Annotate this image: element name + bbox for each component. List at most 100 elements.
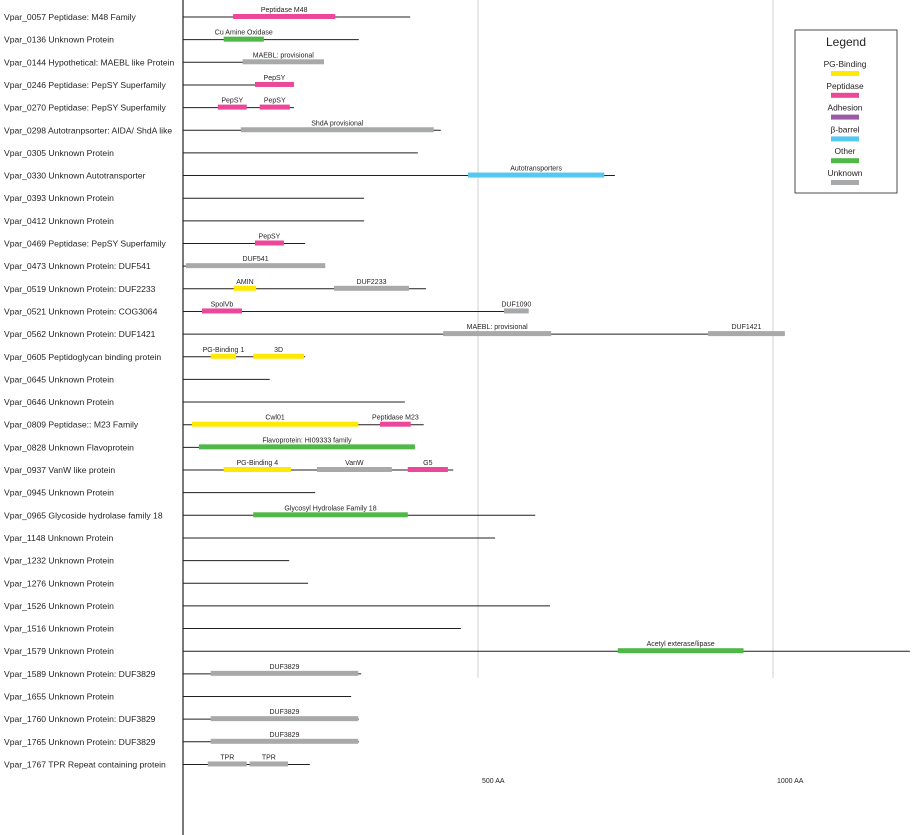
legend-swatch bbox=[831, 158, 859, 164]
legend-item-label: β-barrel bbox=[830, 124, 859, 134]
protein-row: Vpar_0270 Peptidase: PepSY Superfamily Pe… bbox=[4, 98, 294, 113]
protein-row: Vpar_0412 Unknown Protein bbox=[4, 216, 365, 226]
protein-label: Vpar_1526 Unknown Protein bbox=[4, 601, 114, 611]
domain-label: Cu Amine Oxidase bbox=[215, 30, 273, 37]
legend-item-label: Adhesion bbox=[828, 103, 863, 113]
domain-bar bbox=[253, 353, 304, 359]
domain-bar bbox=[503, 308, 529, 314]
domain-label: DUF2233 bbox=[357, 279, 387, 286]
protein-label: Vpar_1516 Unknown Protein bbox=[4, 624, 114, 634]
legend-title: Legend bbox=[826, 35, 866, 49]
protein-row: Vpar_0393 Unknown Protein bbox=[4, 193, 365, 203]
protein-row: Vpar_0965 Glycoside hydrolase family 18 G… bbox=[4, 505, 536, 520]
legend-item-label: Peptidase bbox=[826, 81, 864, 91]
domain-label: PG-Binding 4 bbox=[237, 460, 279, 467]
protein-label: Vpar_0945 Unknown Protein bbox=[4, 488, 114, 498]
domain-label: DUF3829 bbox=[269, 732, 299, 739]
legend-swatch bbox=[831, 136, 859, 142]
domain-bar bbox=[223, 467, 291, 472]
protein-label: Vpar_0330 Unknown Autotransporter bbox=[4, 171, 146, 181]
protein-row: Vpar_0519 Unknown Protein: DUF2233 AMIN DU… bbox=[4, 279, 427, 294]
protein-label: Vpar_0305 Unknown Protein bbox=[4, 148, 114, 158]
protein-row: Vpar_1148 Unknown Protein bbox=[4, 533, 496, 543]
legend-swatch bbox=[831, 92, 859, 98]
protein-row: Vpar_0469 Peptidase: PepSY Superfamily Pe… bbox=[4, 234, 306, 249]
protein-label: Vpar_1589 Unknown Protein: DUF3829 bbox=[4, 669, 156, 679]
protein-row: Vpar_0937 VanW like protein PG-Binding 4 V… bbox=[4, 460, 454, 475]
domain-bar bbox=[617, 648, 744, 654]
domain-label: TPR bbox=[220, 754, 234, 761]
legend-swatch bbox=[831, 71, 859, 76]
domain-label: MAEBL: provisional bbox=[467, 324, 529, 331]
protein-label: Vpar_0937 VanW like protein bbox=[4, 465, 115, 475]
legend-swatch bbox=[831, 114, 859, 120]
legend-item-label: Other bbox=[835, 146, 856, 156]
domain-bar bbox=[233, 285, 257, 291]
protein-label: Vpar_0473 Unknown Protein: DUF541 bbox=[4, 261, 151, 271]
protein-label: Vpar_0645 Unknown Protein bbox=[4, 374, 114, 384]
domain-bar bbox=[242, 59, 325, 65]
legend-box bbox=[794, 29, 898, 194]
domain-bar bbox=[191, 421, 359, 427]
protein-row: Vpar_1589 Unknown Protein: DUF3829 DUF382… bbox=[4, 664, 362, 679]
protein-label: Vpar_0646 Unknown Protein bbox=[4, 397, 114, 407]
protein-row: Vpar_0828 Unknown Flavoprotein Flavoprote… bbox=[4, 437, 415, 452]
protein-row: Vpar_1760 Unknown Protein: DUF3829 DUF382… bbox=[4, 709, 359, 724]
domain-bar bbox=[185, 263, 326, 269]
domain-label: SpolVb bbox=[211, 301, 234, 308]
domain-label: PepSY bbox=[259, 234, 281, 241]
domain-label: Glycosyl Hydrolase Family 18 bbox=[284, 505, 376, 512]
protein-label: Vpar_0057 Peptidase: M48 Family bbox=[4, 12, 137, 22]
domain-bar bbox=[233, 14, 336, 19]
protein-row: Vpar_1767 TPR Repeat containing protein T… bbox=[4, 754, 310, 769]
protein-rows: Vpar_0057 Peptidase: M48 Family Peptidase… bbox=[4, 7, 910, 769]
protein-row: Vpar_0298 Autotranpsorter: AIDA/ ShdA li… bbox=[4, 120, 441, 135]
protein-row: Vpar_1579 Unknown Protein Acetyl exterase… bbox=[4, 641, 910, 656]
protein-row: Vpar_0605 Peptidoglycan binding protein P… bbox=[4, 347, 306, 362]
protein-row: Vpar_1765 Unknown Protein: DUF3829 DUF382… bbox=[4, 732, 359, 747]
domain-label: Peptidase M48 bbox=[261, 7, 308, 14]
domain-label: MAEBL: provisional bbox=[253, 52, 315, 59]
domain-label: PepSY bbox=[221, 98, 243, 105]
domain-label: DUF541 bbox=[243, 256, 269, 263]
protein-label: Vpar_0136 Unknown Protein bbox=[4, 35, 114, 45]
scale-label: 500 AA bbox=[482, 778, 505, 785]
domain-bar bbox=[443, 331, 552, 337]
domain-bar bbox=[210, 738, 359, 744]
protein-row: Vpar_0562 Unknown Protein: DUF1421 MAEBL:… bbox=[4, 324, 785, 339]
protein-label: Vpar_1148 Unknown Protein bbox=[4, 533, 113, 543]
domain-label: PepSY bbox=[264, 75, 286, 82]
legend-items: PG-Binding Peptidase Adhesion β-barrel Other… bbox=[824, 59, 867, 185]
domain-label: Acetyl exterase/lipase bbox=[647, 641, 715, 648]
domain-bar bbox=[210, 670, 359, 676]
protein-label: Vpar_0144 Hypothetical: MAEBL like Prote… bbox=[4, 57, 174, 67]
protein-row: Vpar_0246 Peptidase: PepSY Superfamily Pe… bbox=[4, 75, 294, 90]
scale-label: 1000 AA bbox=[777, 778, 804, 785]
domain-label: DUF3829 bbox=[269, 709, 299, 716]
protein-label: Vpar_1760 Unknown Protein: DUF3829 bbox=[4, 714, 156, 724]
domain-label: AMIN bbox=[236, 279, 254, 286]
protein-row: Vpar_0645 Unknown Protein bbox=[4, 374, 270, 384]
domain-bar bbox=[217, 104, 247, 110]
protein-label: Vpar_0246 Peptidase: PepSY Superfamily bbox=[4, 80, 166, 90]
domain-bar bbox=[207, 761, 247, 767]
protein-row: Vpar_0144 Hypothetical: MAEBL like Prote… bbox=[4, 52, 325, 67]
protein-row: Vpar_0521 Unknown Protein: COG3064 SpolVb… bbox=[4, 301, 531, 316]
protein-row: Vpar_0646 Unknown Protein bbox=[4, 397, 405, 407]
protein-label: Vpar_1655 Unknown Protein bbox=[4, 692, 114, 702]
protein-label: Vpar_0809 Peptidase:: M23 Family bbox=[4, 420, 139, 430]
domain-label: 3D bbox=[274, 347, 283, 354]
domain-bar bbox=[240, 127, 434, 133]
domain-bar bbox=[210, 353, 237, 359]
domain-label: PepSY bbox=[264, 98, 286, 105]
scale-labels: 500 AA 1000 AA bbox=[482, 778, 804, 785]
protein-label: Vpar_0828 Unknown Flavoprotein bbox=[4, 442, 134, 452]
protein-label: Vpar_0519 Unknown Protein: DUF2233 bbox=[4, 284, 156, 294]
protein-row: Vpar_1516 Unknown Protein bbox=[4, 624, 461, 634]
protein-row: Vpar_0136 Unknown Protein Cu Amine Oxidas… bbox=[4, 30, 359, 45]
domain-bar bbox=[254, 240, 284, 246]
domain-bar bbox=[249, 761, 289, 767]
domain-bar bbox=[708, 331, 785, 337]
domain-label: VanW bbox=[345, 460, 364, 467]
